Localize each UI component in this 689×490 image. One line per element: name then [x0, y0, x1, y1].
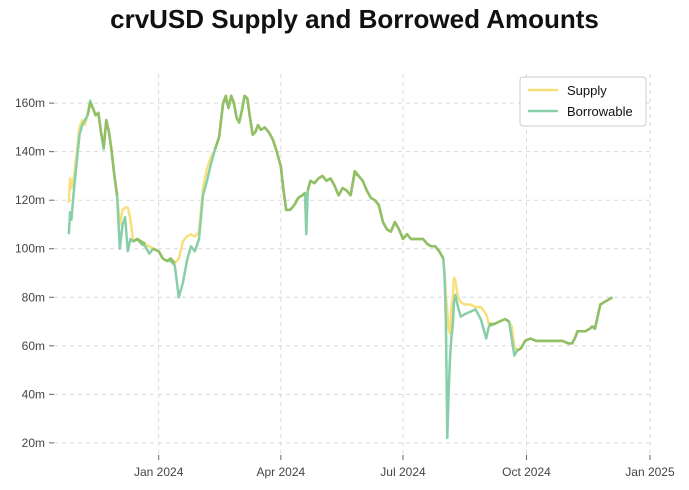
grid — [54, 74, 654, 455]
y-tick-label: 120m — [15, 193, 45, 207]
y-tick-label: 160m — [15, 96, 45, 110]
chart-title: crvUSD Supply and Borrowed Amounts — [110, 4, 599, 34]
series-overlap-segment — [488, 317, 510, 326]
legend-label-supply: Supply — [567, 83, 607, 98]
x-tick-label: Jan 2025 — [625, 465, 675, 479]
y-tick-label: 20m — [22, 436, 45, 450]
x-tick-label: Jul 2024 — [380, 465, 426, 479]
axes: Jan 2024 Apr 2024 Jul 2024 Oct 2024 Jan 2025… — [15, 96, 675, 479]
y-tick-label: 40m — [22, 387, 45, 401]
y-tick-label: 60m — [22, 339, 45, 353]
series-overlap-segment — [213, 94, 306, 212]
x-tick-label: Oct 2024 — [502, 465, 551, 479]
x-tick-label: Apr 2024 — [256, 465, 305, 479]
series-overlap-segment — [86, 101, 119, 196]
series-line-borrowable — [67, 94, 614, 440]
y-tick-label: 140m — [15, 145, 45, 159]
y-tick-label: 100m — [15, 242, 45, 256]
series-overlap-segment — [152, 247, 176, 265]
y-tick-label: 80m — [22, 290, 45, 304]
legend: Supply Borrowable — [519, 76, 647, 127]
x-tick-label: Jan 2024 — [134, 465, 184, 479]
legend-label-borrowable: Borrowable — [567, 104, 633, 119]
series-overlap-segment — [132, 237, 146, 245]
series-line-supply — [67, 94, 614, 352]
series-overlap-segment — [306, 169, 445, 260]
series-lines — [67, 94, 614, 440]
series-overlap-segment — [516, 296, 614, 352]
